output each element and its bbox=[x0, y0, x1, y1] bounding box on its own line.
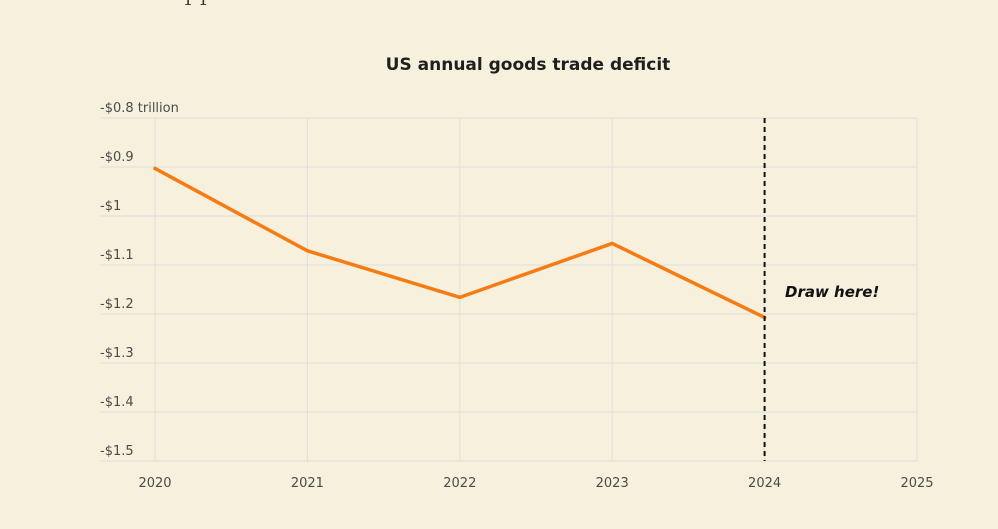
x-axis-ticks: 2020 2021 2022 2023 2024 2025 bbox=[138, 476, 933, 491]
y-tick-label: -$1.1 bbox=[100, 248, 134, 263]
x-tick-label: 2022 bbox=[443, 476, 476, 491]
top-text-fragment: 1 1 bbox=[183, 0, 208, 9]
y-tick-label: -$1 bbox=[100, 199, 121, 214]
x-tick-label: 2025 bbox=[900, 476, 933, 491]
x-tick-label: 2021 bbox=[291, 476, 324, 491]
x-tick-label: 2023 bbox=[596, 476, 629, 491]
y-axis-ticks: -$0.8 trillion -$0.9 -$1 -$1.1 -$1.2 -$1.3 -$1… bbox=[100, 101, 179, 459]
y-tick-label: -$1.2 bbox=[100, 297, 134, 312]
y-tick-label: -$1.4 bbox=[100, 395, 134, 410]
y-tick-label: -$0.8 trillion bbox=[100, 101, 179, 116]
y-tick-label: -$1.3 bbox=[100, 346, 134, 361]
draw-here-annotation: Draw here! bbox=[785, 283, 879, 301]
data-point bbox=[305, 249, 309, 253]
y-tick-label: -$1.5 bbox=[100, 444, 134, 459]
data-point bbox=[610, 241, 614, 246]
data-point bbox=[153, 166, 157, 171]
x-tick-label: 2024 bbox=[748, 476, 781, 491]
data-point bbox=[458, 295, 462, 299]
y-tick-label: -$0.9 bbox=[100, 150, 134, 165]
x-tick-label: 2020 bbox=[138, 476, 171, 491]
chart-title: US annual goods trade deficit bbox=[386, 55, 671, 75]
